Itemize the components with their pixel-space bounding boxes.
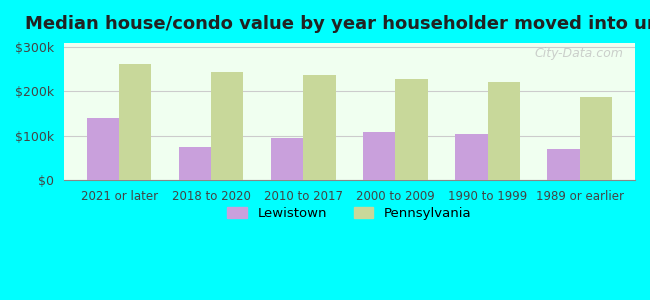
Bar — [488, 82, 520, 180]
Bar — [211, 72, 244, 180]
Bar — [363, 132, 395, 180]
Title: Median house/condo value by year householder moved into unit: Median house/condo value by year househo… — [25, 15, 650, 33]
Legend: Lewistown, Pennsylvania: Lewistown, Pennsylvania — [222, 201, 477, 225]
Bar — [304, 75, 335, 180]
Bar — [456, 134, 488, 180]
Bar — [119, 64, 151, 180]
Bar — [547, 149, 580, 180]
Bar — [179, 147, 211, 180]
Bar — [271, 138, 304, 180]
Text: City-Data.com: City-Data.com — [535, 47, 623, 60]
Bar — [395, 79, 428, 180]
Bar — [87, 118, 119, 180]
Bar — [580, 97, 612, 180]
